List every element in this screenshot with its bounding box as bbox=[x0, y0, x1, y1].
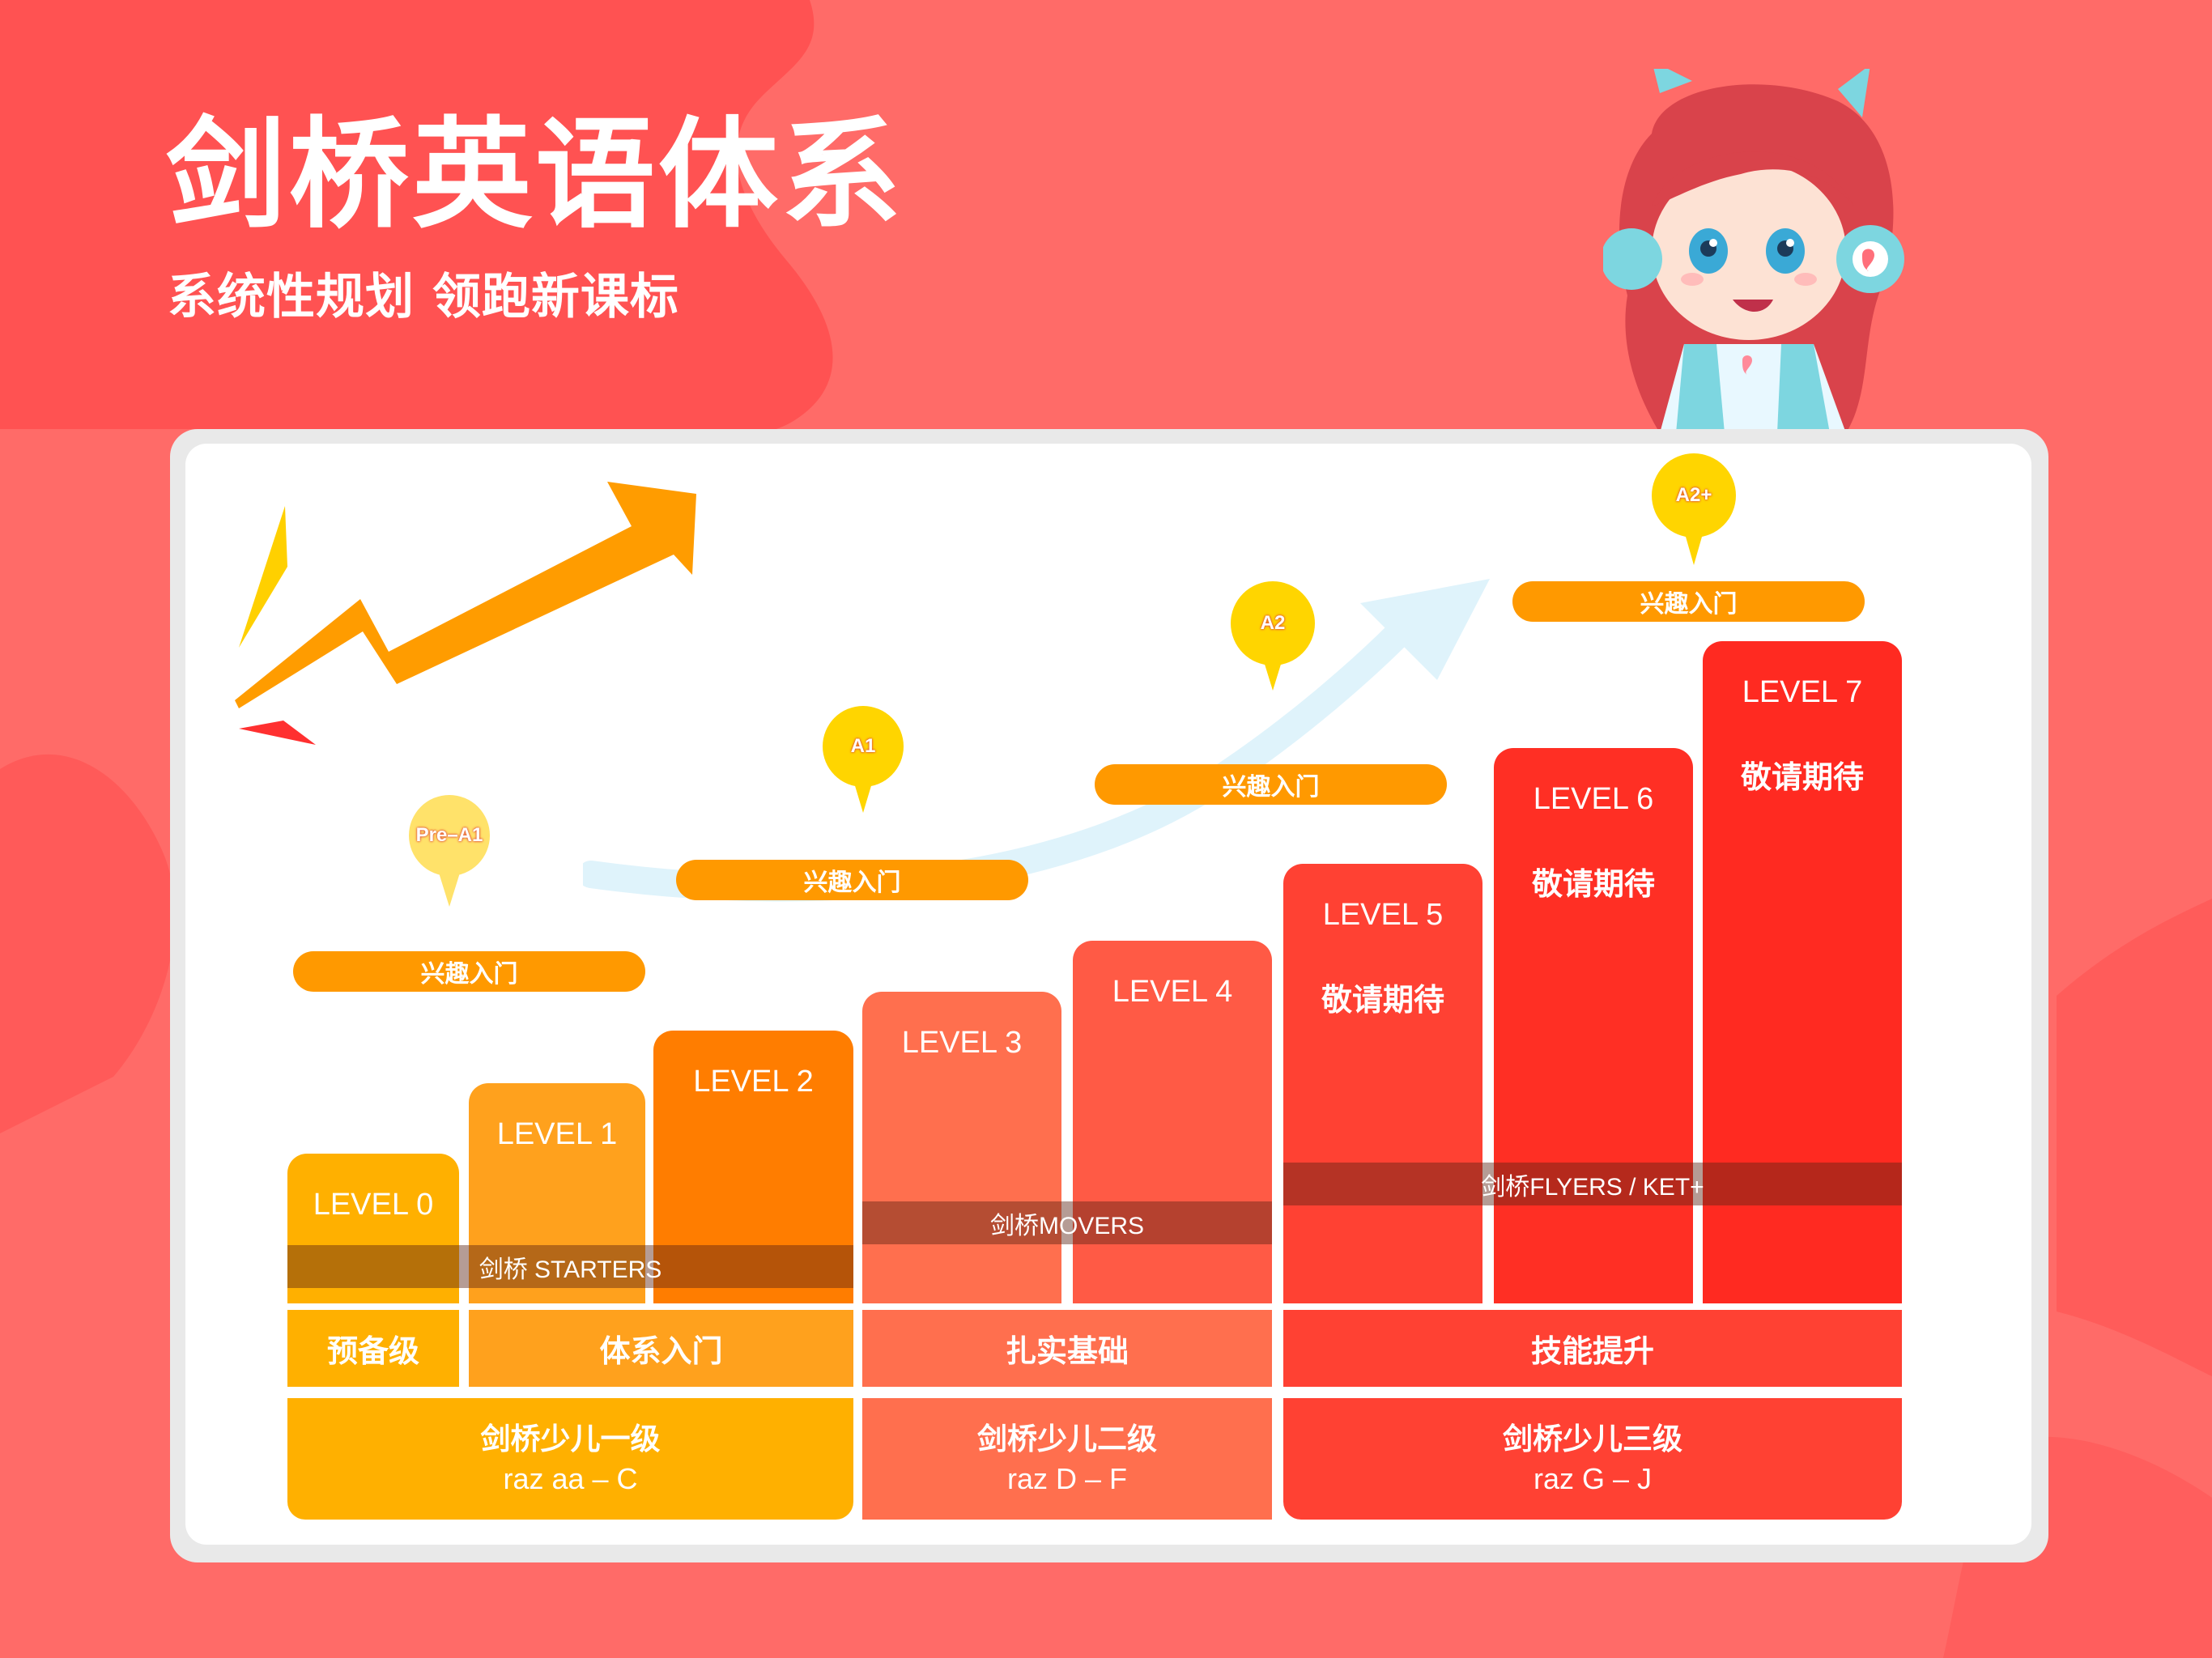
map-pin-icon bbox=[1652, 453, 1736, 565]
exam-band-flyers: 剑桥FLYERS / KET+ bbox=[1283, 1163, 1902, 1205]
level-column-5: LEVEL 5 敬请期待 bbox=[1283, 864, 1482, 1303]
stage-cell-skills: 技能提升 bbox=[1283, 1310, 1902, 1387]
pin-label: Pre–A1 bbox=[415, 824, 483, 846]
pin-pre-a1: Pre–A1 bbox=[409, 793, 490, 907]
group-title: 剑桥少儿二级 bbox=[977, 1421, 1157, 1456]
level-label: LEVEL 0 bbox=[313, 1188, 434, 1222]
coming-soon-label: 敬请期待 bbox=[1740, 759, 1864, 795]
group-cell-level1: 剑桥少儿一级 raz aa – C bbox=[287, 1398, 853, 1520]
group-raz-range: raz aa – C bbox=[503, 1461, 638, 1495]
level-label: LEVEL 1 bbox=[496, 1117, 618, 1151]
level-column-0: LEVEL 0 bbox=[287, 1154, 459, 1303]
interest-pill-1: 兴趣入门 bbox=[293, 951, 645, 992]
pin-label: A1 bbox=[850, 735, 876, 757]
level-label: LEVEL 6 bbox=[1533, 782, 1654, 816]
stage-cell-prep: 预备级 bbox=[287, 1310, 459, 1387]
group-cell-level2: 剑桥少儿二级 raz D – F bbox=[862, 1398, 1272, 1520]
coming-soon-label: 敬请期待 bbox=[1531, 866, 1655, 902]
level-label: LEVEL 5 bbox=[1322, 898, 1444, 932]
interest-pill-3: 兴趣入门 bbox=[1095, 764, 1447, 805]
page-subtitle: 系统性规划 领跑新课标 bbox=[168, 269, 679, 325]
coming-soon-label: 敬请期待 bbox=[1321, 982, 1444, 1018]
interest-pill-4: 兴趣入门 bbox=[1512, 581, 1865, 622]
page-title: 剑桥英语体系 bbox=[166, 105, 904, 244]
level-column-6: LEVEL 6 敬请期待 bbox=[1494, 748, 1693, 1303]
group-title: 剑桥少儿一级 bbox=[480, 1421, 661, 1456]
growth-arrow-icon bbox=[235, 482, 696, 745]
exam-band-movers: 剑桥MOVERS bbox=[862, 1201, 1272, 1244]
interest-pill-2: 兴趣入门 bbox=[676, 860, 1028, 900]
exam-band-starters: 剑桥 STARTERS bbox=[287, 1245, 853, 1288]
stage-cell-intro: 体系入门 bbox=[469, 1310, 853, 1387]
group-raz-range: raz D – F bbox=[1006, 1461, 1128, 1495]
map-pin-icon bbox=[1231, 581, 1315, 691]
map-pin-icon bbox=[409, 795, 490, 907]
map-pin-icon bbox=[823, 706, 904, 813]
pin-a2: A2 bbox=[1231, 581, 1315, 695]
pin-a2-plus: A2+ bbox=[1652, 453, 1736, 567]
group-title: 剑桥少儿三级 bbox=[1503, 1421, 1682, 1456]
level-label: LEVEL 2 bbox=[693, 1065, 814, 1099]
mascot-girl-illustration bbox=[1603, 69, 1904, 433]
group-raz-range: raz G – J bbox=[1533, 1461, 1653, 1495]
level-column-2: LEVEL 2 bbox=[653, 1031, 853, 1303]
group-cell-level3: 剑桥少儿三级 raz G – J bbox=[1283, 1398, 1902, 1520]
stage-cell-foundation: 扎实基础 bbox=[862, 1310, 1272, 1387]
level-column-1: LEVEL 1 bbox=[469, 1083, 645, 1303]
level-label: LEVEL 7 bbox=[1742, 675, 1863, 709]
pin-label: A2 bbox=[1260, 612, 1286, 634]
level-label: LEVEL 3 bbox=[901, 1026, 1023, 1060]
progress-curve-arrow-icon bbox=[583, 579, 1490, 902]
level-column-7: LEVEL 7 敬请期待 bbox=[1703, 641, 1902, 1303]
pin-a1: A1 bbox=[823, 706, 904, 819]
level-column-4: LEVEL 4 bbox=[1073, 941, 1272, 1303]
level-label: LEVEL 4 bbox=[1112, 975, 1233, 1009]
level-column-3: LEVEL 3 bbox=[862, 992, 1061, 1303]
pin-label: A2+ bbox=[1675, 484, 1712, 506]
